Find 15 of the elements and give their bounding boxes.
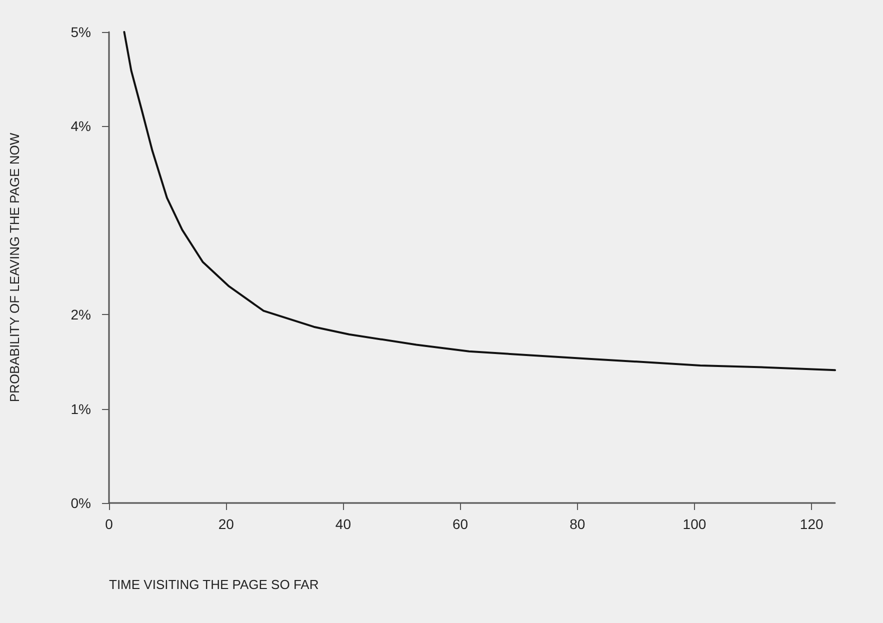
y-tick-label: 5% bbox=[70, 24, 91, 40]
x-tick-label: 20 bbox=[218, 516, 234, 532]
x-tick-label: 80 bbox=[570, 516, 586, 532]
x-tick-label: 100 bbox=[682, 516, 706, 532]
y-tick-label: 0% bbox=[70, 495, 91, 511]
x-axis-title: TIME VISITING THE PAGE SO FAR bbox=[109, 577, 319, 592]
x-tick-label: 120 bbox=[800, 516, 824, 532]
x-tick-label: 40 bbox=[335, 516, 352, 532]
x-tick-label: 60 bbox=[452, 516, 468, 532]
y-tick-label: 4% bbox=[70, 118, 91, 134]
y-tick-label: 2% bbox=[70, 306, 91, 323]
y-axis-title: PROBABILITY OF LEAVING THE PAGE NOW bbox=[7, 132, 22, 402]
line-series bbox=[123, 31, 836, 372]
y-tick-label: 1% bbox=[70, 400, 91, 417]
x-tick-label: 0 bbox=[105, 516, 114, 532]
